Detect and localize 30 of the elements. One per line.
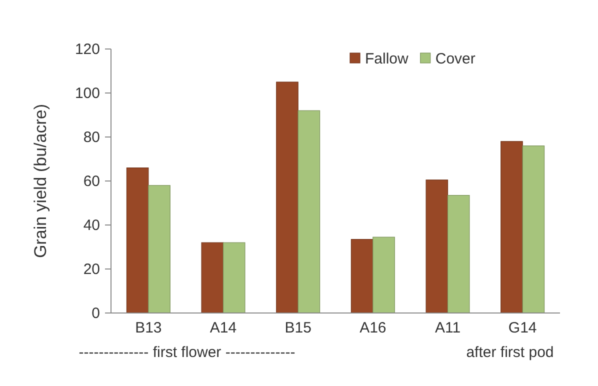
bar — [126, 168, 149, 314]
bar — [447, 195, 470, 314]
text: after first pod — [466, 344, 554, 361]
x-tick-label: B13 — [135, 320, 162, 336]
bar — [500, 141, 523, 314]
y-tick-label: 120 — [74, 40, 100, 58]
y-tick-label: 0 — [92, 304, 100, 322]
bar — [148, 185, 170, 314]
bar — [201, 242, 224, 314]
bar — [298, 110, 320, 314]
x-tick-label: A11 — [434, 320, 461, 336]
x-tick-label: A16 — [360, 320, 386, 336]
y-tick-label: 20 — [83, 260, 100, 278]
y-tick-label: 60 — [83, 172, 100, 190]
bar — [276, 82, 298, 314]
bar — [426, 180, 448, 314]
bar — [522, 146, 545, 314]
x-tick-label: A14 — [210, 320, 237, 336]
bar — [222, 242, 246, 314]
y-tick-label: 100 — [74, 84, 100, 102]
y-tick-label: 40 — [83, 216, 100, 234]
legend-label: Cover — [435, 50, 476, 68]
x-tick-label: G14 — [508, 320, 537, 336]
y-tick-label: 80 — [83, 128, 100, 146]
legend-label: Fallow — [365, 50, 409, 68]
x-tick-label: B15 — [284, 320, 312, 336]
text: -------------- first flower -------------- — [78, 344, 296, 361]
bar — [372, 236, 395, 314]
bar — [350, 239, 374, 314]
y-axis-title: Grain yield (bu/acre) — [31, 104, 50, 258]
